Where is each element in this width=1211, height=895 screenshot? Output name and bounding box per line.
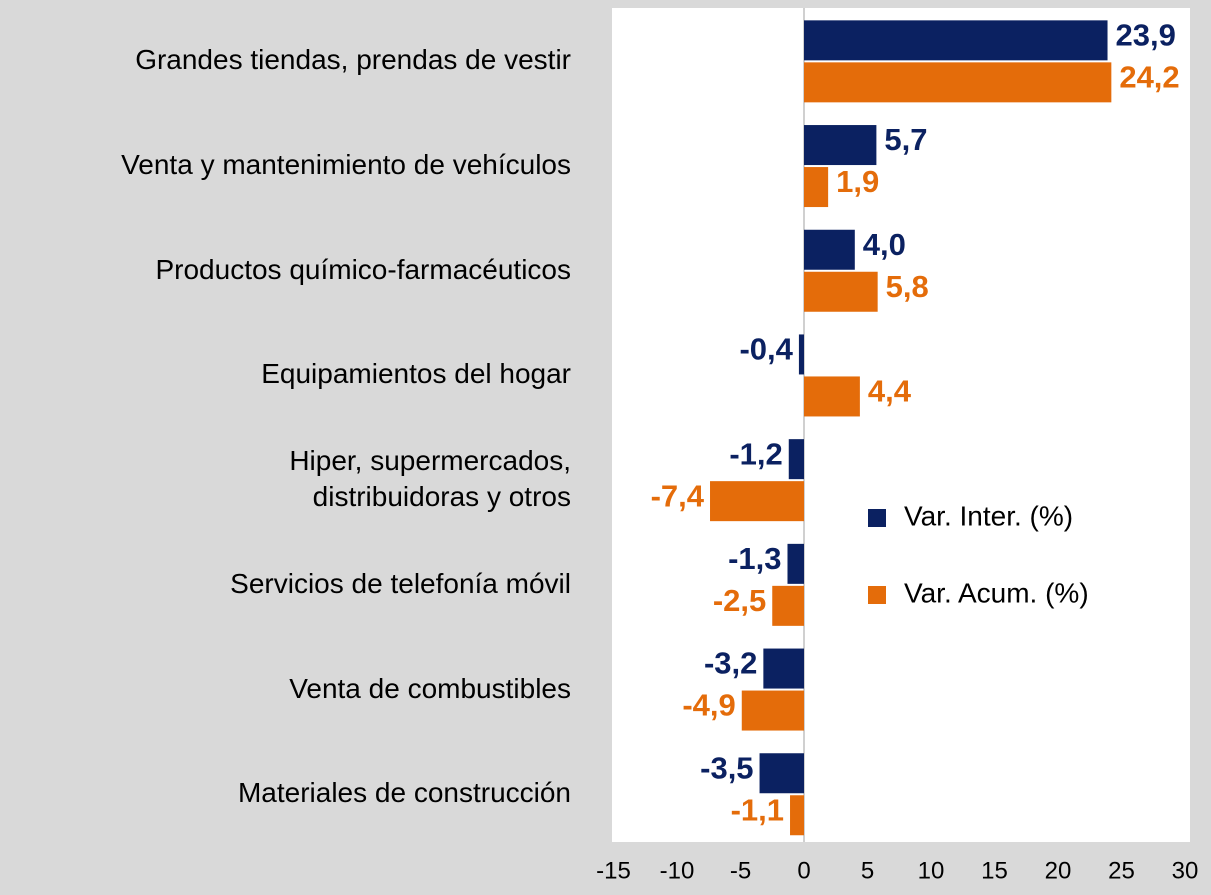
x-tick-label: -5 xyxy=(730,857,751,884)
bar xyxy=(763,648,804,689)
data-label: 23,9 xyxy=(1116,18,1176,53)
legend-swatch xyxy=(868,586,886,604)
category-label: Grandes tiendas, prendas de vestir xyxy=(135,44,571,76)
category-label: Venta de combustibles xyxy=(289,672,571,704)
category-label: Equipamientos del hogar xyxy=(261,358,571,390)
x-tick-label: 20 xyxy=(1045,857,1072,884)
data-label: -3,5 xyxy=(700,750,753,785)
bar xyxy=(759,753,804,794)
bar xyxy=(804,229,855,270)
bar xyxy=(741,690,804,731)
data-label: 24,2 xyxy=(1119,60,1179,95)
bar xyxy=(804,125,877,166)
bar xyxy=(804,20,1108,61)
plot-area xyxy=(612,8,1190,842)
legend-swatch xyxy=(868,509,886,527)
bar xyxy=(710,481,804,522)
category-label: Servicios de telefonía móvil xyxy=(230,567,571,599)
legend-label: Var. Acum. (%) xyxy=(904,577,1089,608)
bar xyxy=(798,334,804,375)
x-tick-label: -10 xyxy=(660,857,695,884)
data-label: -7,4 xyxy=(651,478,705,513)
data-label: -1,3 xyxy=(728,541,781,576)
legend-label: Var. Inter. (%) xyxy=(904,500,1073,531)
bar xyxy=(804,376,860,417)
data-label: 5,7 xyxy=(884,122,927,157)
x-tick-label: -15 xyxy=(596,857,631,884)
bar xyxy=(804,271,878,312)
x-tick-label: 30 xyxy=(1172,857,1199,884)
x-tick-label: 25 xyxy=(1108,857,1135,884)
category-label: Venta y mantenimiento de vehículos xyxy=(121,149,571,181)
data-label: 5,8 xyxy=(886,269,929,304)
data-label: -0,4 xyxy=(739,332,793,367)
category-label: Hiper, supermercados, distribuidoras y o… xyxy=(289,445,571,513)
bar xyxy=(804,62,1112,103)
x-tick-label: 10 xyxy=(918,857,945,884)
data-label: -1,2 xyxy=(729,436,782,471)
data-label: -2,5 xyxy=(713,583,766,618)
x-tick-label: 5 xyxy=(861,857,874,884)
data-label: -3,2 xyxy=(704,646,757,681)
data-label: -4,9 xyxy=(682,688,735,723)
bar xyxy=(787,543,804,584)
data-label: -1,1 xyxy=(731,792,784,827)
bar xyxy=(772,585,804,626)
x-tick-label: 15 xyxy=(981,857,1008,884)
data-label: 1,9 xyxy=(836,164,879,199)
category-label: Productos químico-farmacéuticos xyxy=(155,253,571,285)
category-label: Materiales de construcción xyxy=(237,777,571,809)
data-label: 4,0 xyxy=(863,227,906,262)
bar xyxy=(788,439,804,480)
x-tick-label: 0 xyxy=(797,857,810,884)
data-label: 4,4 xyxy=(868,374,912,409)
bar xyxy=(804,167,829,208)
bar xyxy=(790,795,804,836)
